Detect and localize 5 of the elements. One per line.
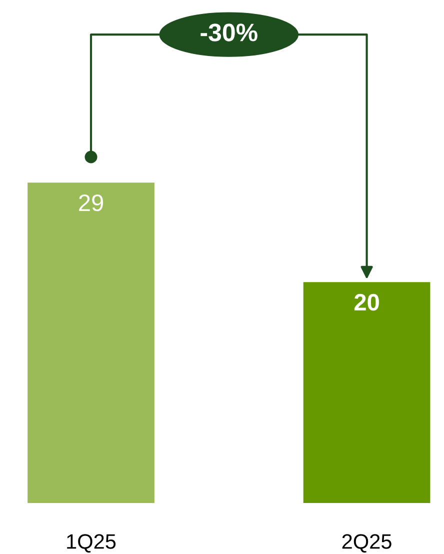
- x-tick-label: 2Q25: [342, 534, 392, 553]
- data-label: 20: [354, 294, 379, 311]
- x-tick-label: 1Q25: [67, 534, 116, 553]
- data-label: 29: [79, 194, 104, 212]
- text: -30%: [200, 24, 258, 42]
